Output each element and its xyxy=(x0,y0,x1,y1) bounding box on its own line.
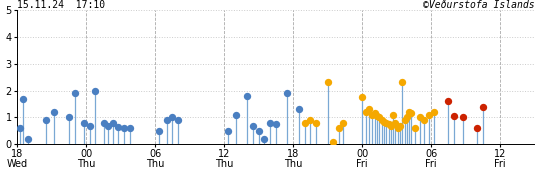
Point xyxy=(361,111,370,114)
Point xyxy=(168,116,177,119)
Point xyxy=(42,119,50,122)
Point xyxy=(424,113,433,116)
Point xyxy=(15,127,24,130)
Point xyxy=(400,119,409,122)
Point xyxy=(80,121,89,124)
Point xyxy=(23,138,32,141)
Point xyxy=(459,116,468,119)
Point xyxy=(377,119,386,122)
Point xyxy=(444,100,453,103)
Point xyxy=(478,105,487,108)
Point xyxy=(358,96,367,99)
Point xyxy=(380,120,388,123)
Point xyxy=(85,124,94,127)
Point xyxy=(407,112,416,115)
Point xyxy=(104,124,112,127)
Point xyxy=(370,112,379,115)
Point xyxy=(65,116,73,119)
Point xyxy=(272,123,280,126)
Text: ©Veðurstofa Íslands: ©Veðurstofa Íslands xyxy=(423,0,535,10)
Point xyxy=(19,97,28,100)
Point xyxy=(329,140,338,143)
Point xyxy=(389,113,397,116)
Point xyxy=(393,127,402,130)
Point xyxy=(382,121,390,124)
Point xyxy=(387,124,395,127)
Point xyxy=(430,111,439,114)
Point xyxy=(403,116,411,119)
Point xyxy=(450,115,458,118)
Point xyxy=(368,113,377,116)
Point xyxy=(231,113,240,116)
Point xyxy=(410,127,419,130)
Point xyxy=(120,127,129,130)
Point xyxy=(335,127,343,130)
Point xyxy=(375,116,383,119)
Point xyxy=(283,92,292,95)
Point xyxy=(415,116,424,119)
Point xyxy=(294,108,303,111)
Point xyxy=(306,119,315,122)
Point xyxy=(174,119,183,122)
Point xyxy=(254,130,263,132)
Point xyxy=(243,94,252,97)
Point xyxy=(420,119,428,122)
Point xyxy=(126,127,134,130)
Point xyxy=(338,121,347,124)
Point xyxy=(472,127,481,130)
Point xyxy=(50,111,58,114)
Point xyxy=(154,130,163,132)
Point xyxy=(109,121,117,124)
Point xyxy=(396,124,404,127)
Point xyxy=(398,81,407,84)
Point xyxy=(114,125,123,128)
Point xyxy=(373,115,381,118)
Point xyxy=(260,138,269,141)
Point xyxy=(163,119,171,122)
Point xyxy=(99,121,108,124)
Point xyxy=(91,89,100,92)
Point xyxy=(405,111,414,114)
Point xyxy=(224,130,232,132)
Point xyxy=(391,121,400,124)
Point xyxy=(384,123,393,126)
Text: 15.11.24  17:10: 15.11.24 17:10 xyxy=(17,0,105,10)
Point xyxy=(364,108,373,111)
Point xyxy=(323,81,332,84)
Point xyxy=(71,92,79,95)
Point xyxy=(312,121,320,124)
Point xyxy=(300,121,309,124)
Point xyxy=(266,121,274,124)
Point xyxy=(248,124,257,127)
